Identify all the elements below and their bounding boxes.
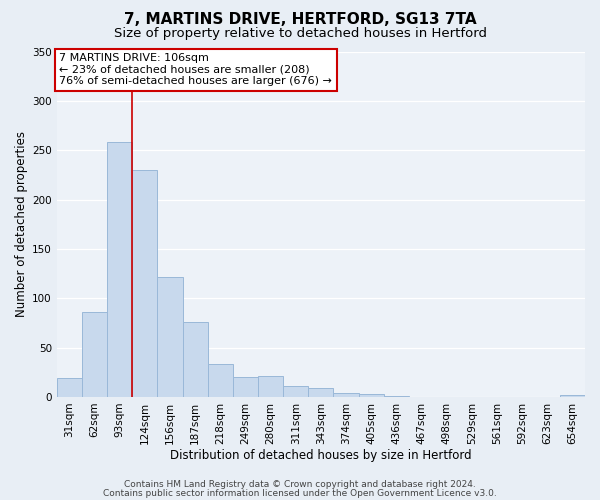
Bar	[82, 312, 107, 397]
Bar	[208, 364, 233, 397]
Bar	[359, 394, 384, 397]
Text: Contains public sector information licensed under the Open Government Licence v3: Contains public sector information licen…	[103, 488, 497, 498]
Bar	[334, 393, 359, 397]
Bar	[560, 395, 585, 397]
Text: Size of property relative to detached houses in Hertford: Size of property relative to detached ho…	[113, 28, 487, 40]
Bar	[308, 388, 334, 397]
Bar	[132, 170, 157, 397]
Bar	[107, 142, 132, 397]
Text: Contains HM Land Registry data © Crown copyright and database right 2024.: Contains HM Land Registry data © Crown c…	[124, 480, 476, 489]
Text: 7, MARTINS DRIVE, HERTFORD, SG13 7TA: 7, MARTINS DRIVE, HERTFORD, SG13 7TA	[124, 12, 476, 28]
Bar	[233, 377, 258, 397]
Text: 7 MARTINS DRIVE: 106sqm
← 23% of detached houses are smaller (208)
76% of semi-d: 7 MARTINS DRIVE: 106sqm ← 23% of detache…	[59, 53, 332, 86]
Y-axis label: Number of detached properties: Number of detached properties	[15, 131, 28, 317]
Bar	[258, 376, 283, 397]
Bar	[57, 378, 82, 397]
Bar	[157, 276, 182, 397]
Bar	[182, 322, 208, 397]
Bar	[283, 386, 308, 397]
Bar	[384, 396, 409, 397]
X-axis label: Distribution of detached houses by size in Hertford: Distribution of detached houses by size …	[170, 450, 472, 462]
